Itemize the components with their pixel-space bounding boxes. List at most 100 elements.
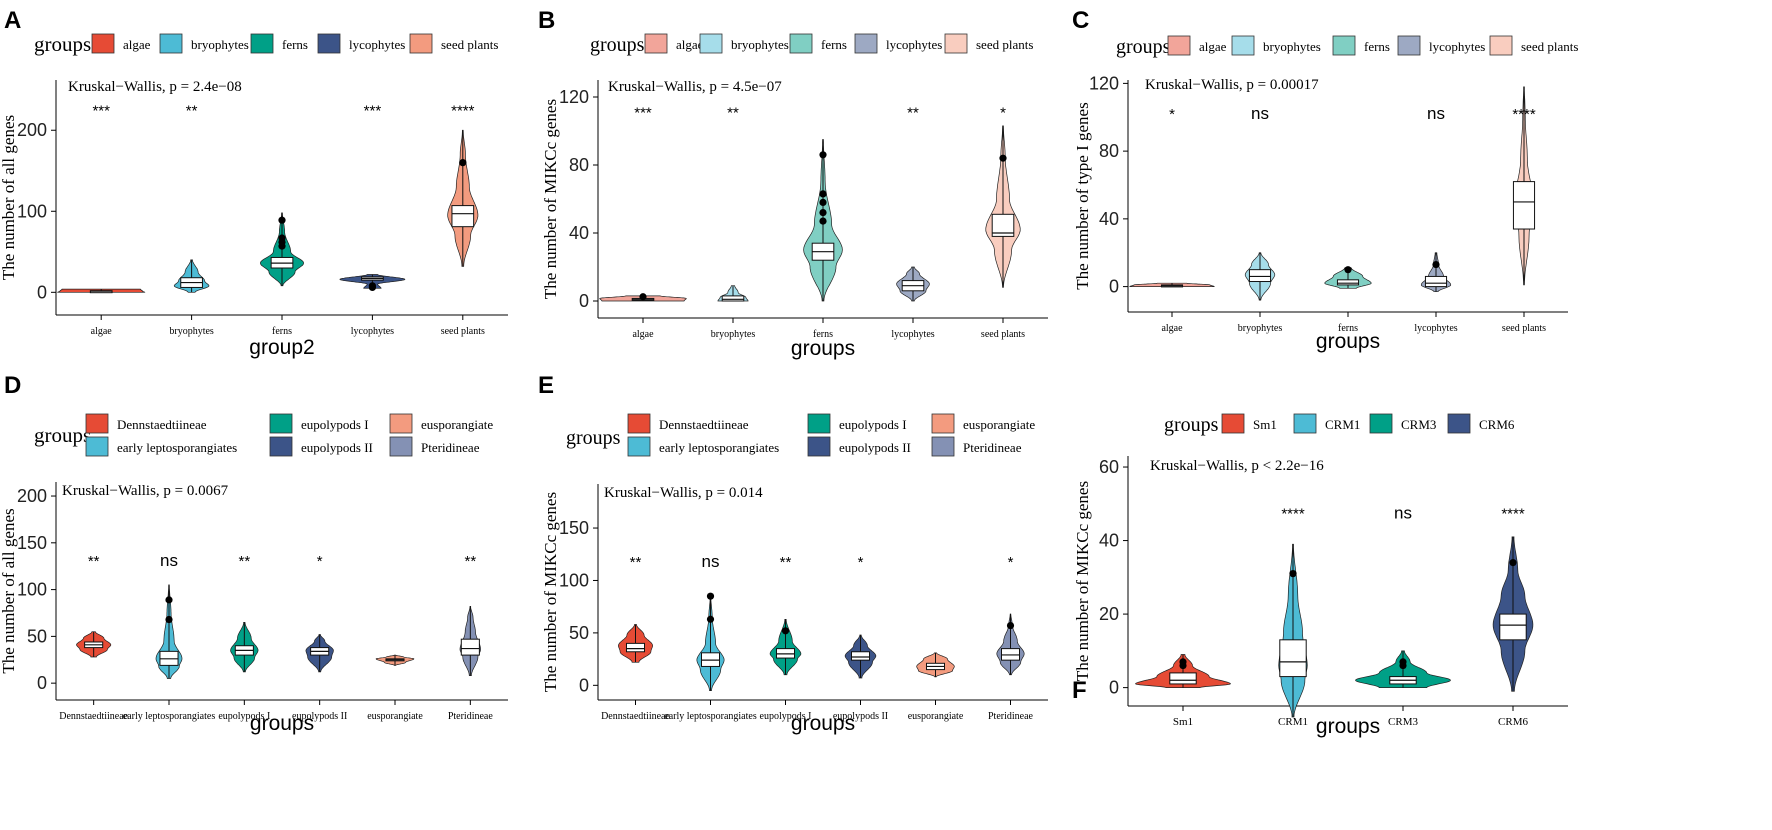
boxplot-box xyxy=(1248,269,1272,283)
legend-swatch xyxy=(269,413,293,434)
y-tick-label: 150 xyxy=(17,533,47,553)
x-axis-title: groups xyxy=(791,337,855,360)
x-tick-label: seed plants xyxy=(441,326,485,337)
legend-label: CRM1 xyxy=(1325,417,1360,432)
outlier-point xyxy=(459,159,467,167)
y-tick-label: 120 xyxy=(1089,73,1119,93)
boxplot-box xyxy=(991,213,1015,237)
boxplot-box xyxy=(1512,181,1536,230)
legend-label: Pteridineae xyxy=(421,440,480,455)
legend-title: groups xyxy=(1116,36,1171,58)
x-tick-label: Sm1 xyxy=(1173,716,1193,728)
boxplot-box xyxy=(721,295,745,302)
x-tick-label: lycophytes xyxy=(1414,323,1457,334)
panel-label: E xyxy=(538,372,554,399)
outlier-point xyxy=(819,190,827,198)
y-tick-label: 80 xyxy=(1099,141,1119,161)
y-tick-label: 0 xyxy=(37,282,47,302)
significance-label: ** xyxy=(907,104,919,121)
x-tick-label: algae xyxy=(1161,323,1183,334)
legend-swatch xyxy=(85,413,109,434)
significance-label: ns xyxy=(702,552,720,571)
legend-swatch xyxy=(1489,35,1513,56)
x-tick-label: early leptosporangiates xyxy=(123,711,216,722)
legend-swatch xyxy=(1167,35,1191,56)
outlier-point xyxy=(1344,266,1352,274)
panel-label: F xyxy=(1072,677,1087,704)
y-tick-label: 0 xyxy=(37,673,47,693)
y-axis-title: The number of type I genes xyxy=(1073,102,1092,289)
y-tick-label: 40 xyxy=(1099,531,1119,551)
outlier-point xyxy=(706,615,715,623)
legend-swatch xyxy=(250,33,274,54)
x-tick-label: CRM3 xyxy=(1388,716,1418,728)
legend-swatch xyxy=(854,33,878,54)
y-tick-label: 0 xyxy=(1109,277,1119,297)
y-tick-label: 100 xyxy=(17,580,47,600)
x-tick-label: lycophytes xyxy=(351,326,394,337)
significance-label: ** xyxy=(630,554,642,571)
legend-swatch xyxy=(1293,413,1317,434)
x-tick-label: seed plants xyxy=(981,329,1025,340)
outlier-point xyxy=(819,198,827,206)
x-axis-title: groups xyxy=(250,712,314,735)
boxplot-box xyxy=(451,205,475,228)
significance-label: *** xyxy=(92,103,110,120)
kruskal-wallis-annotation: Kruskal−Wallis, p = 2.4e−08 xyxy=(68,79,242,95)
legend-label: algae xyxy=(676,37,704,52)
y-tick-label: 100 xyxy=(17,201,47,221)
significance-label: * xyxy=(317,553,323,570)
legend-label: eusporangiate xyxy=(421,417,493,432)
boxplot-box xyxy=(851,651,870,661)
kruskal-wallis-annotation: Kruskal−Wallis, p = 4.5e−07 xyxy=(608,79,782,95)
y-tick-label: 200 xyxy=(17,120,47,140)
significance-label: ns xyxy=(1427,104,1445,123)
significance-label: * xyxy=(1169,106,1175,123)
legend-label: Dennstaedtiineae xyxy=(659,417,749,432)
legend-label: Sm1 xyxy=(1253,417,1277,432)
x-tick-label: Dennstaedtiineae xyxy=(59,711,128,722)
x-tick-label: ferns xyxy=(1338,323,1358,334)
legend-label: algae xyxy=(1199,39,1227,54)
significance-label: ns xyxy=(160,551,178,570)
legend-swatch xyxy=(699,33,723,54)
boxplot-box xyxy=(1424,275,1448,288)
legend-title: groups xyxy=(1164,414,1219,436)
outlier-point xyxy=(819,209,827,217)
legend: groups Dennstaedtiineae early leptosporang… xyxy=(34,413,493,457)
legend-swatch xyxy=(85,436,109,457)
outlier-point xyxy=(819,151,827,159)
boxplot-box xyxy=(460,638,480,656)
outlier-point xyxy=(1179,661,1187,670)
legend-swatch xyxy=(1447,413,1471,434)
y-axis-title: The number of MIKCc genes xyxy=(1073,481,1092,681)
significance-label: ** xyxy=(238,553,250,570)
x-tick-label: algae xyxy=(632,329,654,340)
x-tick-label: eupolypods I xyxy=(760,711,812,722)
panel-label: A xyxy=(4,7,21,34)
legend-label: seed plants xyxy=(976,37,1033,52)
legend-swatch xyxy=(627,436,651,457)
legend-label: eupolypods I xyxy=(301,417,369,432)
panel-label: D xyxy=(4,372,21,399)
legend-swatch xyxy=(409,33,433,54)
y-tick-label: 60 xyxy=(1099,457,1119,477)
legend-swatch xyxy=(807,436,831,457)
legend-label: eupolypods I xyxy=(839,417,907,432)
boxplot-box xyxy=(1279,639,1307,678)
significance-label: * xyxy=(1008,554,1014,571)
boxplot-box xyxy=(1336,279,1360,286)
significance-label: * xyxy=(1000,104,1006,121)
outlier-point xyxy=(278,242,286,250)
kruskal-wallis-annotation: Kruskal−Wallis, p = 0.00017 xyxy=(1145,77,1319,93)
legend-label: algae xyxy=(123,37,151,52)
outlier-point xyxy=(1399,661,1407,670)
x-tick-label: ferns xyxy=(272,326,292,337)
x-axis-title: groups xyxy=(1316,715,1380,738)
kruskal-wallis-annotation: Kruskal−Wallis, p < 2.2e−16 xyxy=(1150,458,1324,474)
legend-swatch xyxy=(627,413,651,434)
outlier-point xyxy=(1432,260,1440,269)
y-tick-label: 120 xyxy=(559,87,589,107)
